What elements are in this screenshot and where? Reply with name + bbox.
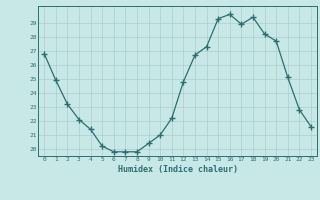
X-axis label: Humidex (Indice chaleur): Humidex (Indice chaleur) [118, 165, 238, 174]
